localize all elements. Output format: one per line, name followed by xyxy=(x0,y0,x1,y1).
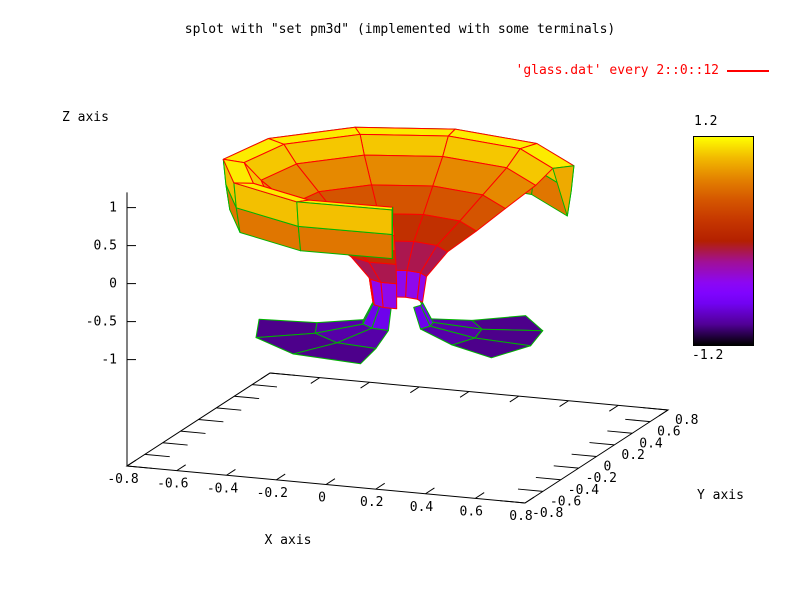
svg-text:0.4: 0.4 xyxy=(410,500,434,515)
svg-text:-0.6: -0.6 xyxy=(550,494,581,509)
x-axis-label: X axis xyxy=(264,533,312,548)
svg-text:0: 0 xyxy=(318,491,326,506)
svg-text:0.2: 0.2 xyxy=(621,448,644,463)
z-axis-label: Z axis xyxy=(62,110,109,125)
legend: 'glass.dat' every 2::0::12 xyxy=(515,63,769,78)
svg-text:-0.6: -0.6 xyxy=(157,477,188,492)
svg-text:-0.4: -0.4 xyxy=(568,483,599,498)
legend-label: 'glass.dat' every 2::0::12 xyxy=(515,63,720,78)
svg-text:-0.2: -0.2 xyxy=(257,486,288,501)
svg-text:-1: -1 xyxy=(101,353,117,368)
svg-text:0: 0 xyxy=(604,460,612,475)
legend-line-sample xyxy=(727,69,769,72)
svg-text:-0.2: -0.2 xyxy=(586,471,617,486)
colorbar-max-label: 1.2 xyxy=(694,114,718,129)
plot-title: splot with "set pm3d" (implemented with … xyxy=(184,22,616,37)
colorbar-min-label: -1.2 xyxy=(692,348,724,363)
colorbar-gradient xyxy=(693,136,754,346)
svg-text:-0.8: -0.8 xyxy=(107,472,138,487)
svg-text:0.8: 0.8 xyxy=(509,509,532,524)
svg-text:0.5: 0.5 xyxy=(94,239,117,254)
svg-text:0.2: 0.2 xyxy=(360,495,383,510)
svg-text:0.4: 0.4 xyxy=(639,436,663,451)
svg-text:0: 0 xyxy=(109,277,117,292)
svg-text:-0.8: -0.8 xyxy=(532,506,563,521)
svg-text:0.6: 0.6 xyxy=(460,504,483,519)
axes-3d: -0.8 -0.6 -0.4 -0.2 0 0.2 0.4 0.6 0.8 -0.8-0.6-0.… xyxy=(86,192,698,524)
svg-text:0.6: 0.6 xyxy=(657,425,680,440)
svg-text:1: 1 xyxy=(109,201,117,216)
surface-glass xyxy=(222,126,575,365)
y-axis-label: Y axis xyxy=(697,488,744,503)
svg-text:-0.4: -0.4 xyxy=(207,481,238,496)
svg-text:-0.5: -0.5 xyxy=(86,315,117,330)
svg-text:0.8: 0.8 xyxy=(675,413,698,428)
